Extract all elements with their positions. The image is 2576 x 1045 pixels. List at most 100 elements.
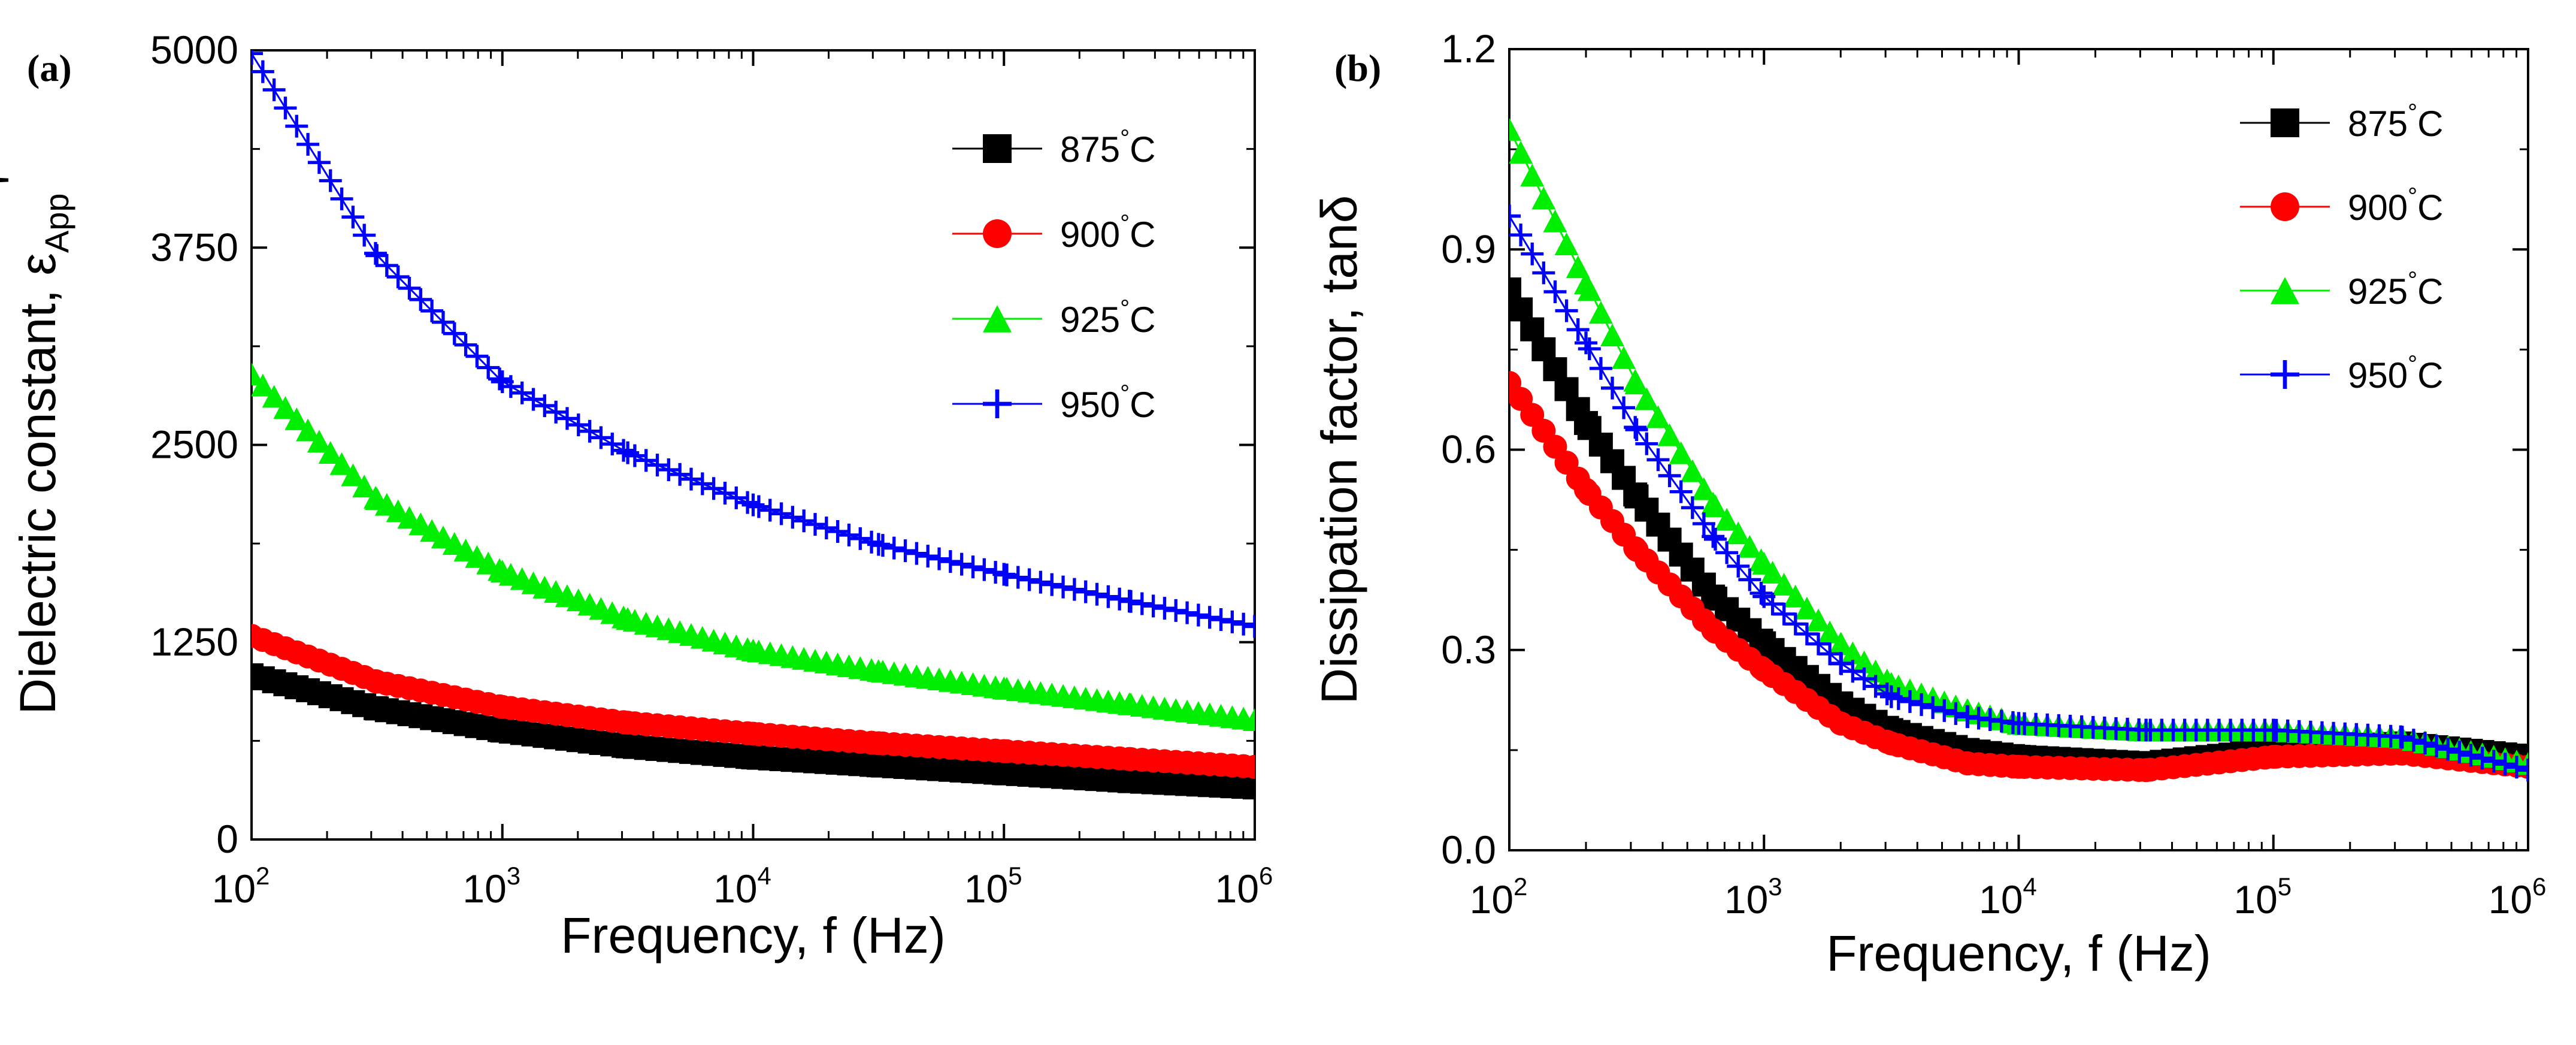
- data-point: [2402, 729, 2425, 752]
- data-point-875: [1574, 410, 1599, 435]
- x-tick-label: 105: [2233, 872, 2292, 922]
- x-tick-label: 106: [2489, 872, 2547, 922]
- data-point-950: [252, 50, 263, 65]
- legend-marker: [983, 389, 1012, 418]
- series-line-925: [252, 373, 1255, 721]
- data-point: [2436, 738, 2460, 761]
- data-point: [398, 276, 421, 300]
- data-point: [1658, 464, 1681, 487]
- data-point: [725, 486, 748, 509]
- data-point-950: [1118, 590, 1141, 613]
- data-point-925: [616, 607, 640, 630]
- data-point: [1852, 667, 1876, 690]
- data-point: [1509, 140, 1533, 164]
- data-point: [341, 463, 365, 487]
- y-tick-label: 0: [216, 817, 238, 861]
- data-point: [1841, 660, 1864, 683]
- data-point: [1142, 594, 1165, 618]
- legend-label: 875°C: [1060, 125, 1155, 170]
- data-point: [1806, 608, 1831, 632]
- data-point: [1646, 405, 1670, 428]
- data-point: [352, 475, 377, 498]
- data-point: [2448, 741, 2471, 764]
- x-tick-label: 105: [964, 862, 1022, 911]
- data-point-875: [1509, 277, 1521, 302]
- data-point: [420, 299, 444, 322]
- data-point-875: [616, 734, 640, 759]
- data-point-925: [1624, 372, 1649, 395]
- legend: 875°C 900°C 925°C 950°C: [2240, 99, 2443, 395]
- legend-label: 900°C: [2348, 183, 2443, 228]
- data-point: [1794, 596, 1819, 620]
- data-point-950: [1509, 204, 1521, 228]
- data-point: [1657, 423, 1682, 446]
- data-point-925: [992, 676, 1016, 700]
- data-point: [262, 385, 286, 408]
- data-point: [1074, 580, 1097, 603]
- data-point: [1726, 521, 1751, 545]
- data-point: [1209, 608, 1233, 632]
- x-tick-label: 103: [1724, 872, 1782, 922]
- data-point: [477, 356, 500, 379]
- data-point: [1130, 592, 1154, 615]
- data-point-950: [867, 533, 890, 556]
- data-point: [882, 536, 906, 560]
- data-point-900: [1752, 658, 1776, 682]
- data-point-950: [2007, 712, 2030, 735]
- data-point: [905, 542, 928, 565]
- x-axis-title: Frequency, f (Hz): [561, 907, 946, 964]
- data-point-900: [1879, 731, 1903, 756]
- data-point: [296, 418, 320, 442]
- data-point: [1715, 541, 1739, 564]
- data-point: [307, 430, 331, 453]
- data-point: [1795, 623, 1818, 645]
- data-point: [2505, 756, 2528, 779]
- data-point: [285, 114, 308, 138]
- data-point: [950, 552, 973, 576]
- data-point-900: [992, 739, 1016, 763]
- data-point: [837, 523, 861, 546]
- data-point-925: [1509, 117, 1521, 141]
- legend-item-875: 875°C: [952, 125, 1155, 170]
- data-point-950: [1243, 615, 1255, 638]
- data-point: [2413, 732, 2436, 755]
- series-950: [252, 50, 1255, 638]
- data-point: [1612, 346, 1636, 369]
- data-point: [2459, 744, 2483, 767]
- data-point: [804, 513, 827, 536]
- data-point: [1018, 568, 1041, 591]
- data-point-950: [1575, 331, 1598, 355]
- data-point: [1772, 572, 1796, 596]
- data-point: [634, 449, 658, 472]
- x-tick-label: 104: [713, 862, 771, 911]
- legend-marker: [983, 305, 1012, 333]
- panel-a: 102 103 104 105 106 0 1250 2500 3750 5000 Frequenc…: [0, 28, 1273, 964]
- data-point: [1669, 441, 1693, 464]
- data-point: [1566, 255, 1590, 279]
- data-point-900: [616, 711, 640, 735]
- data-point-925: [490, 560, 514, 583]
- data-point: [1198, 606, 1221, 629]
- data-point-925: [741, 638, 765, 662]
- data-point: [1691, 477, 1716, 500]
- data-point: [1818, 620, 1842, 644]
- data-point: [2471, 747, 2494, 770]
- data-point: [262, 78, 286, 101]
- data-point-875: [252, 663, 264, 688]
- data-point: [386, 265, 410, 289]
- data-point: [668, 463, 692, 486]
- data-point: [1864, 675, 1887, 698]
- data-point-925: [1829, 632, 1853, 655]
- series-950: [1509, 204, 2528, 782]
- data-point: [815, 517, 838, 540]
- legend-item-875: 875°C: [2240, 99, 2443, 144]
- data-point: [1509, 224, 1533, 247]
- y-tick-label: 2500: [150, 422, 238, 467]
- legend-marker: [983, 219, 1012, 248]
- data-point: [1588, 301, 1613, 324]
- data-point: [691, 472, 714, 496]
- data-point: [1692, 512, 1715, 535]
- legend-item-925: 925°C: [2240, 267, 2443, 312]
- legend-label: 925°C: [2348, 267, 2443, 312]
- data-point: [679, 467, 703, 491]
